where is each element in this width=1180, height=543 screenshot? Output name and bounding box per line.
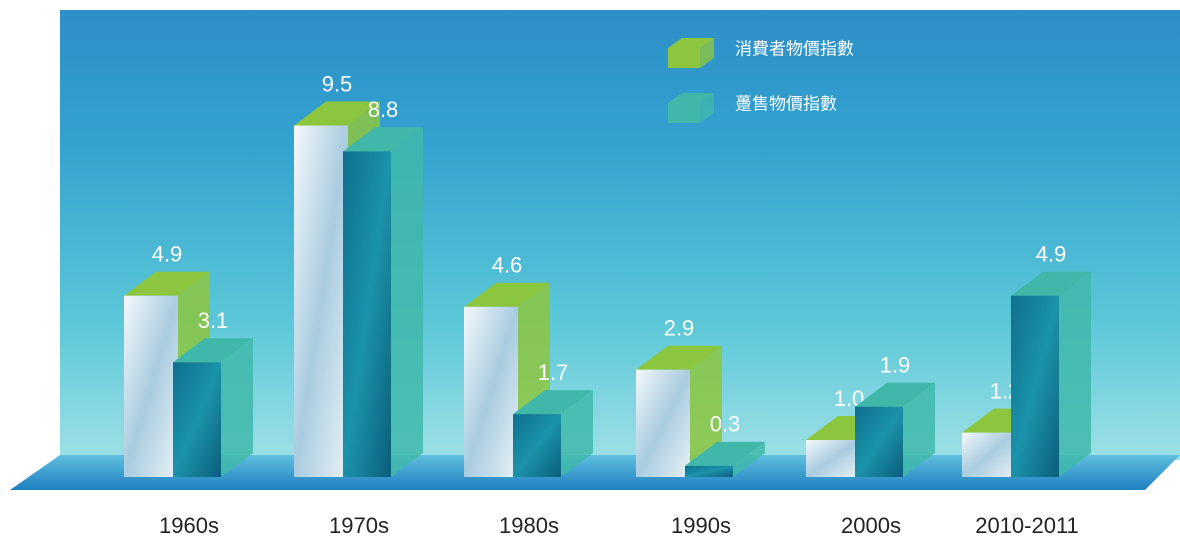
x-tick-label: 1970s	[329, 513, 389, 538]
value-label: 0.3	[710, 412, 741, 437]
bar-side	[561, 390, 593, 477]
bar	[173, 362, 221, 477]
value-label: 4.9	[152, 242, 183, 267]
bar-side	[903, 382, 935, 477]
bar-top	[294, 101, 380, 126]
bar	[806, 440, 860, 477]
bar	[855, 406, 903, 477]
bar-top	[464, 282, 550, 307]
x-tick-label: 1980s	[499, 513, 559, 538]
value-label: 1.9	[880, 353, 911, 378]
bar-top	[636, 345, 722, 370]
value-label: 1.7	[538, 360, 569, 385]
value-label: 3.1	[198, 308, 229, 333]
legend-swatch	[668, 103, 700, 123]
bar-top	[1011, 271, 1091, 296]
bar	[685, 465, 733, 477]
bar	[636, 369, 690, 477]
value-label: 8.8	[368, 97, 399, 122]
x-tick-label: 1960s	[159, 513, 219, 538]
bar-top	[124, 271, 210, 296]
bar-side	[1059, 271, 1091, 477]
legend-label: 消費者物價指數	[735, 39, 854, 58]
value-label: 4.9	[1036, 242, 1067, 267]
bar	[464, 306, 518, 477]
bar-top	[173, 338, 253, 363]
bar-top	[343, 127, 423, 152]
bar	[294, 125, 348, 477]
value-label: 2.9	[664, 316, 695, 341]
x-tick-label: 1990s	[671, 513, 731, 538]
legend-swatch-top	[668, 93, 714, 103]
bar	[124, 295, 178, 477]
x-tick-label: 2000s	[841, 513, 901, 538]
bar	[513, 414, 561, 477]
bar-top	[685, 441, 765, 466]
bar	[962, 432, 1016, 477]
bar	[1011, 295, 1059, 477]
x-tick-label: 2010-2011	[975, 513, 1079, 538]
bar-side	[391, 127, 423, 478]
legend-label: 躉售物價指數	[735, 94, 837, 113]
bar	[343, 151, 391, 477]
value-label: 9.5	[322, 71, 353, 96]
legend-swatch-top	[668, 38, 714, 48]
bar-top	[855, 382, 935, 407]
bar-side	[221, 338, 253, 477]
bar-top	[513, 390, 593, 415]
legend-swatch	[668, 48, 700, 68]
bar-side	[733, 441, 765, 477]
value-label: 4.6	[492, 253, 523, 278]
